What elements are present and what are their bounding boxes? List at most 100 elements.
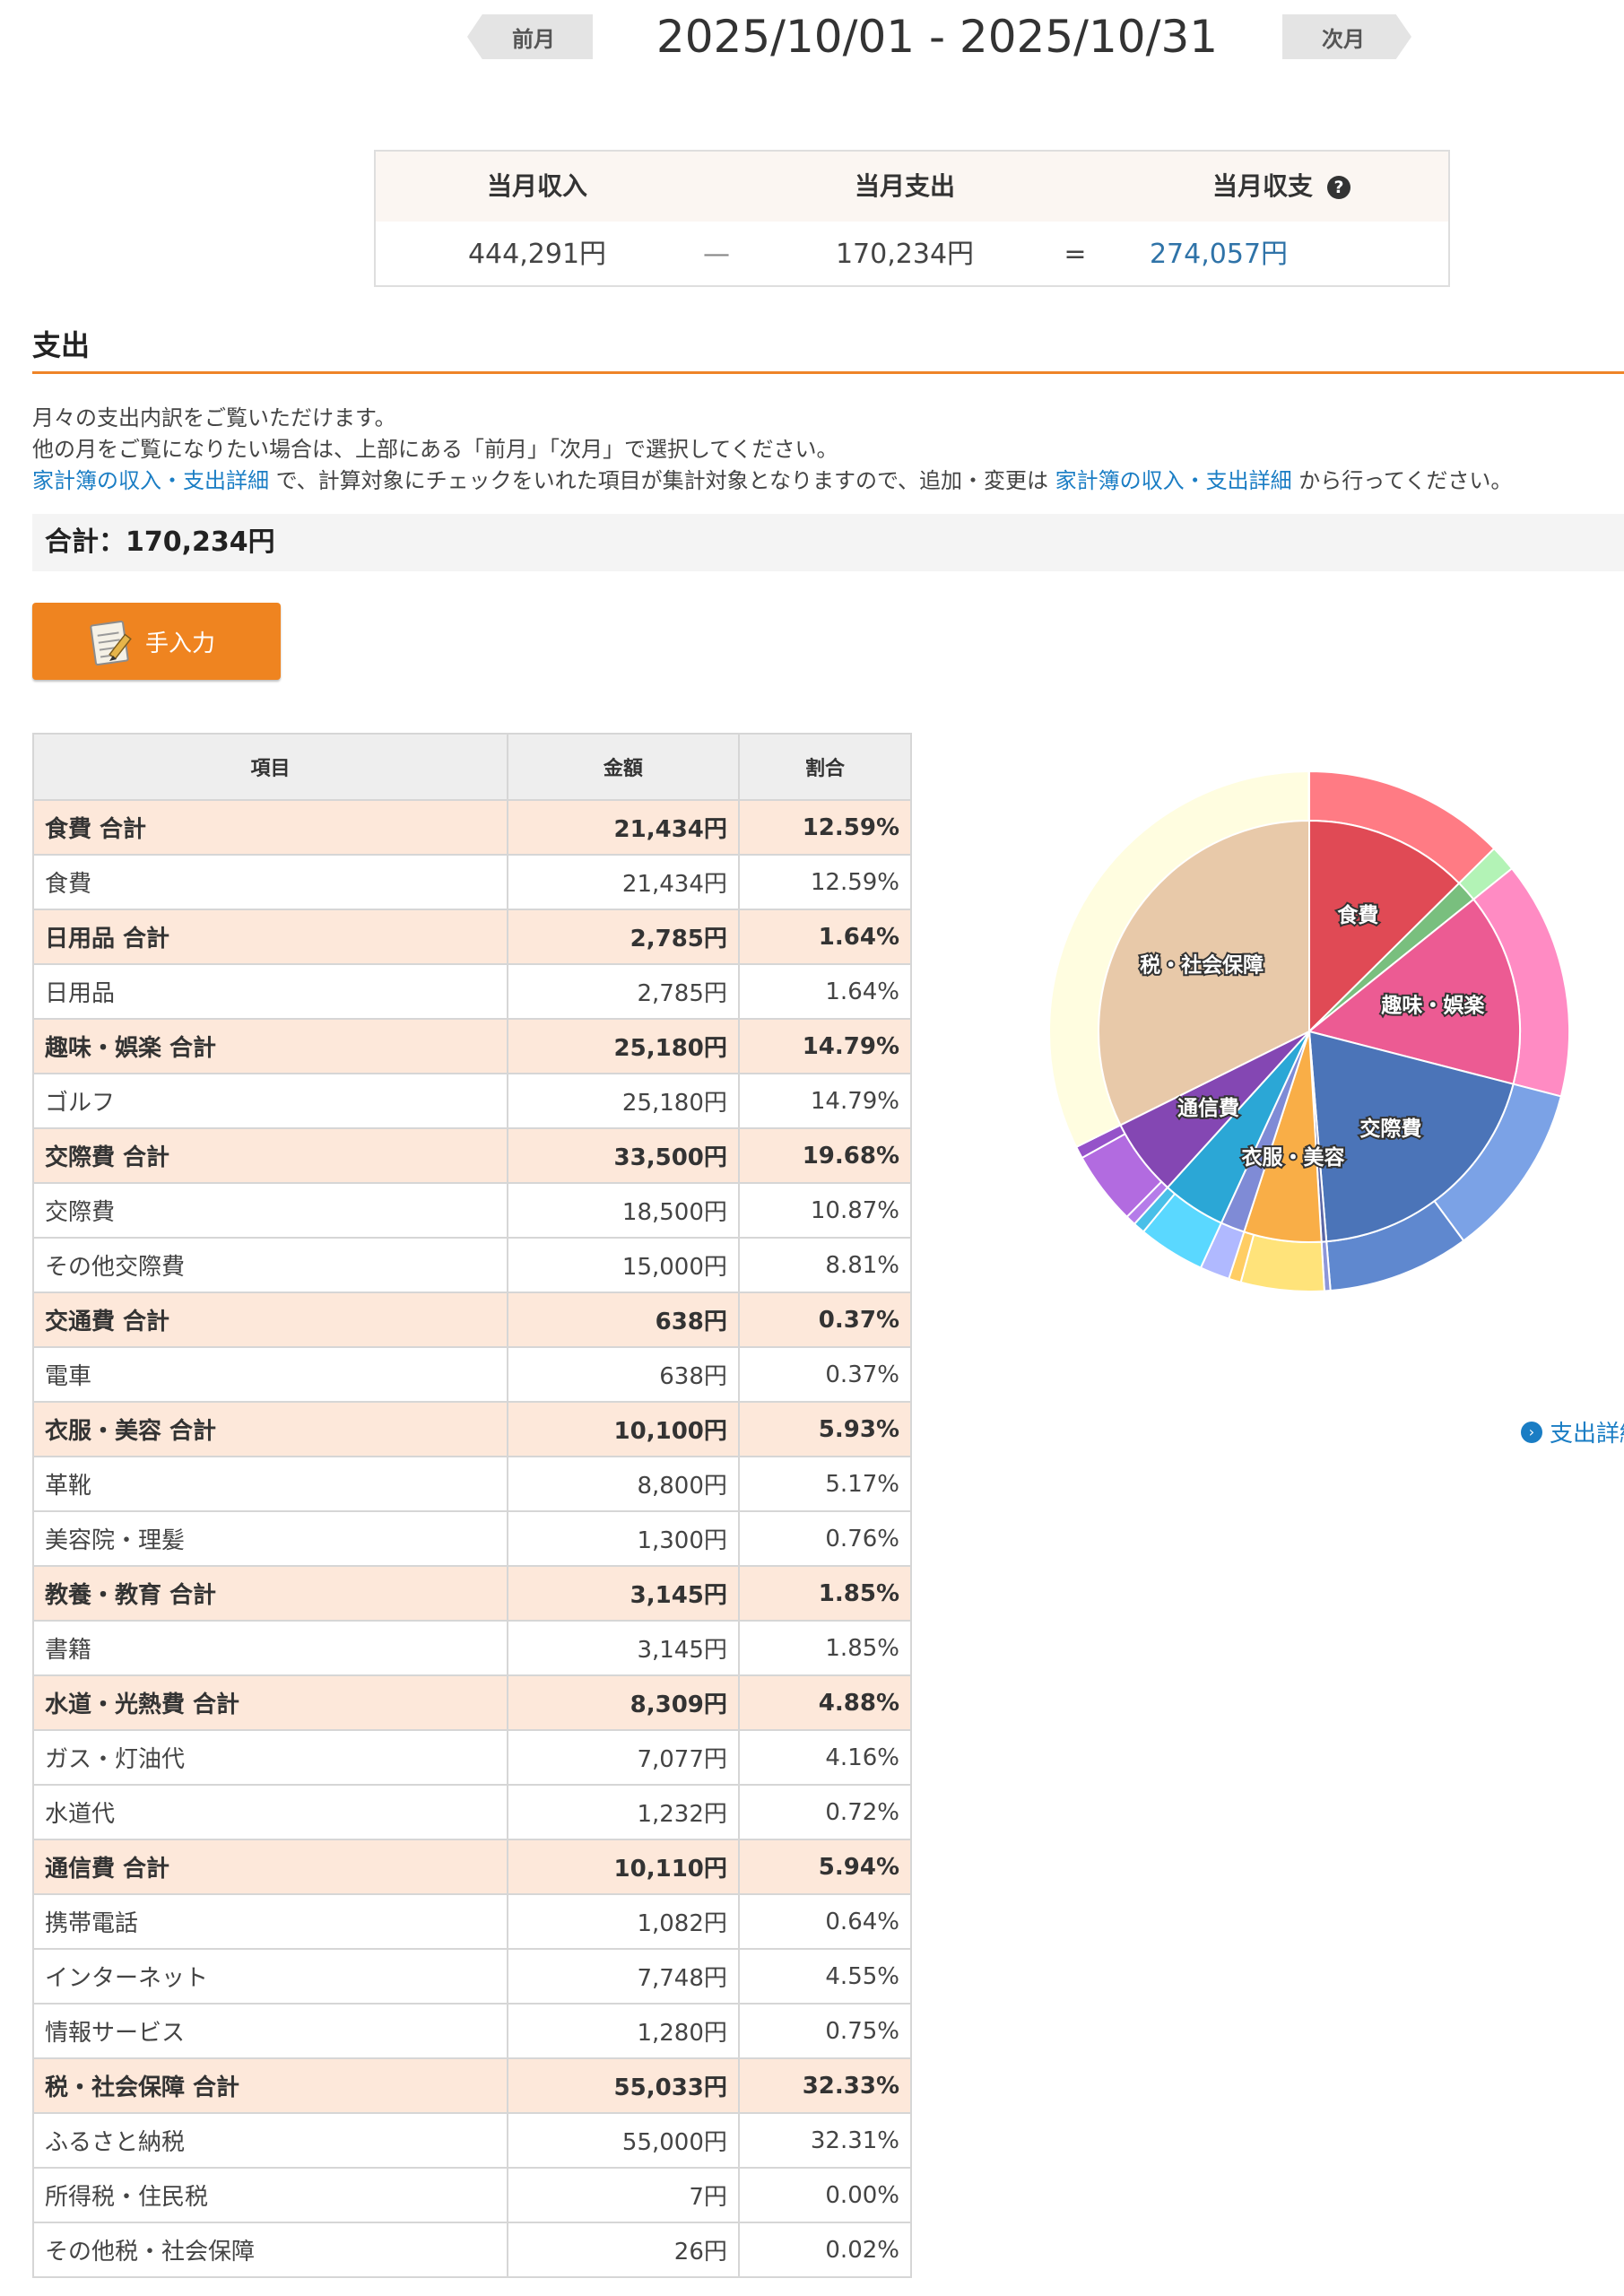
cell-item: 趣味・娯楽 合計 — [32, 1018, 508, 1074]
cell-ratio: 14.79% — [737, 1073, 913, 1129]
cell-amount: 25,180円 — [506, 1018, 740, 1074]
cell-ratio: 12.59% — [737, 854, 913, 910]
cell-ratio: 0.76% — [737, 1510, 913, 1567]
table-row: その他税・社会保障 26円 0.02% — [32, 2222, 913, 2278]
equals-sign: = — [1064, 239, 1087, 270]
expense-label: 当月支出 — [854, 171, 955, 201]
cell-amount: 10,100円 — [506, 1401, 740, 1457]
cell-item: 革靴 — [32, 1456, 508, 1512]
category-total-row: 水道・光熱費 合計 8,309円 4.88% — [32, 1674, 913, 1731]
table-row: ガス・灯油代 7,077円 4.16% — [32, 1729, 913, 1786]
help-icon[interactable]: ? — [1327, 176, 1350, 199]
cell-item: 交際費 合計 — [32, 1127, 508, 1184]
description-line-3: 家計簿の収入・支出詳細 で、計算対象にチェックをいれた項目が集計対象となりますの… — [32, 463, 1512, 494]
cell-amount: 1,232円 — [506, 1784, 740, 1840]
outer-slice[interactable] — [1239, 1233, 1325, 1292]
cell-item: 交通費 合計 — [32, 1292, 508, 1348]
cell-ratio: 5.94% — [737, 1839, 913, 1895]
cell-ratio: 1.64% — [737, 909, 913, 965]
cell-ratio: 32.33% — [737, 2057, 913, 2114]
cell-amount: 2,785円 — [506, 963, 740, 1020]
cell-ratio: 12.59% — [737, 799, 913, 856]
cell-amount: 7,748円 — [506, 1948, 740, 2005]
balance-label: 当月収支 — [1211, 171, 1313, 201]
summary-values: 444,291円 — 170,234円 = 274,057円 — [376, 222, 1448, 287]
cell-ratio: 4.88% — [737, 1674, 913, 1731]
cell-amount: 33,500円 — [506, 1127, 740, 1184]
cell-item: ゴルフ — [32, 1073, 508, 1129]
cell-ratio: 19.68% — [737, 1127, 913, 1184]
inner-slice[interactable] — [1307, 1030, 1515, 1243]
cell-ratio: 10.87% — [737, 1182, 913, 1239]
section-title: 支出 — [32, 328, 91, 362]
cell-ratio: 1.85% — [737, 1565, 913, 1622]
expense-detail-link-label: 支出詳細 — [1550, 1421, 1624, 1448]
table-row: 交際費 18,500円 10.87% — [32, 1182, 913, 1239]
cell-amount: 10,110円 — [506, 1839, 740, 1895]
category-total-row: 日用品 合計 2,785円 1.64% — [32, 909, 913, 965]
prev-month-button[interactable]: 前月 — [467, 14, 593, 59]
cell-item: 日用品 合計 — [32, 909, 508, 965]
cell-item: その他交際費 — [32, 1237, 508, 1293]
cell-amount: 638円 — [506, 1292, 740, 1348]
cell-ratio: 0.00% — [737, 2167, 913, 2223]
cell-amount: 1,082円 — [506, 1893, 740, 1950]
category-total-row: 交際費 合計 33,500円 19.68% — [32, 1127, 913, 1184]
table-row: 所得税・住民税 7円 0.00% — [32, 2167, 913, 2223]
table-row: 書籍 3,145円 1.85% — [32, 1620, 913, 1676]
category-total-row: 衣服・美容 合計 10,100円 5.93% — [32, 1401, 913, 1457]
cell-item: 水道代 — [32, 1784, 508, 1840]
expense-detail-link[interactable]: › 支出詳細 — [1521, 1415, 1624, 1448]
income-expense-detail-link-2[interactable]: 家計簿の収入・支出詳細 — [1055, 468, 1292, 493]
income-expense-detail-link-1[interactable]: 家計簿の収入・支出詳細 — [32, 468, 269, 493]
inner-slice[interactable] — [1307, 898, 1521, 1085]
cell-item: その他税・社会保障 — [32, 2222, 508, 2278]
cell-ratio: 0.72% — [737, 1784, 913, 1840]
cell-amount: 1,300円 — [506, 1510, 740, 1567]
cell-item: 交際費 — [32, 1182, 508, 1239]
summary-header: 当月収入 当月支出 当月収支? — [376, 152, 1448, 222]
slice-label: 趣味・娯楽 — [1380, 993, 1484, 1017]
inner-slice[interactable] — [1098, 819, 1310, 1126]
cell-item: 美容院・理髪 — [32, 1510, 508, 1567]
cell-ratio: 5.17% — [737, 1456, 913, 1512]
cell-amount: 3,145円 — [506, 1620, 740, 1676]
inner-slice[interactable] — [1308, 819, 1461, 1034]
income-value: 444,291円 — [467, 239, 607, 270]
cell-ratio: 0.75% — [737, 2003, 913, 2059]
cell-item: 日用品 — [32, 963, 508, 1020]
period-range: 2025/10/01 - 2025/10/31 — [656, 11, 1219, 63]
manual-entry-button[interactable]: 手入力 — [32, 603, 281, 680]
category-total-row: 趣味・娯楽 合計 25,180円 14.79% — [32, 1018, 913, 1074]
section-divider — [32, 371, 1624, 374]
cell-amount: 21,434円 — [506, 799, 740, 856]
expense-table: 項目 金額 割合 食費 合計 21,434円 12.59% 食費 21,434円 12.5… — [32, 733, 913, 2278]
balance-label-wrap: 当月収支? — [1165, 152, 1398, 222]
cell-amount: 1,280円 — [506, 2003, 740, 2059]
next-month-button[interactable]: 次月 — [1282, 14, 1411, 59]
slice-label: 通信費 — [1177, 1096, 1239, 1120]
cell-item: 教養・教育 合計 — [32, 1565, 508, 1622]
cell-item: 食費 — [32, 854, 508, 910]
cell-item: インターネット — [32, 1948, 508, 2005]
table-row: 携帯電話 1,082円 0.64% — [32, 1893, 913, 1950]
table-row: 水道代 1,232円 0.72% — [32, 1784, 913, 1840]
cell-amount: 8,309円 — [506, 1674, 740, 1731]
cell-item: 通信費 合計 — [32, 1839, 508, 1895]
cell-item: 所得税・住民税 — [32, 2167, 508, 2223]
cell-amount: 55,033円 — [506, 2057, 740, 2114]
cell-amount: 21,434円 — [506, 854, 740, 910]
cell-amount: 3,145円 — [506, 1565, 740, 1622]
description-end: から行ってください。 — [1291, 468, 1513, 493]
minus-sign: — — [703, 239, 730, 270]
table-row: ゴルフ 25,180円 14.79% — [32, 1073, 913, 1129]
table-row: 情報サービス 1,280円 0.75% — [32, 2003, 913, 2059]
cell-amount: 18,500円 — [506, 1182, 740, 1239]
cell-ratio: 0.37% — [737, 1292, 913, 1348]
table-row: インターネット 7,748円 4.55% — [32, 1948, 913, 2005]
monthly-summary: 当月収入 当月支出 当月収支? 444,291円 — 170,234円 = 27… — [374, 150, 1450, 287]
table-body: 食費 合計 21,434円 12.59% 食費 21,434円 12.59% 日用品 合計 2… — [32, 799, 913, 2278]
category-total-row: 教養・教育 合計 3,145円 1.85% — [32, 1565, 913, 1622]
slice-label: 衣服・美容 — [1241, 1145, 1344, 1170]
description-line-2: 他の月をご覧になりたい場合は、上部にある「前月」「次月」で選択してください。 — [32, 437, 838, 462]
